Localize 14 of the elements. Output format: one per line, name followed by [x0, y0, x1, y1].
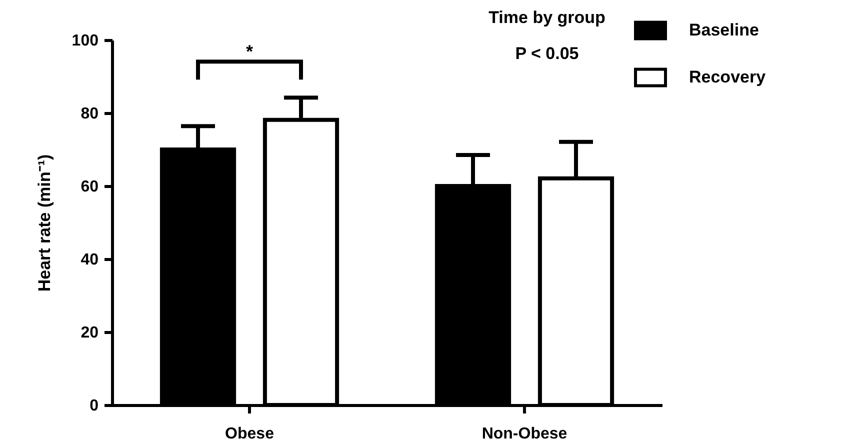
y-tick-label: 100 [72, 32, 99, 50]
legend-label: Recovery [689, 68, 766, 86]
y-tick-label: 60 [80, 178, 99, 196]
annotation: * [246, 42, 254, 62]
y-tick-label: 80 [80, 106, 99, 122]
y-tick-label: 0 [90, 398, 99, 414]
y-tick-label: 20 [80, 324, 99, 342]
y-tick-label: 40 [80, 252, 99, 268]
y-axis-title: Heart rate (min⁻¹) [34, 154, 54, 292]
x-tick-label: Non-Obese [482, 426, 568, 442]
text: Time by group [488, 8, 606, 27]
x-tick-label: Obese [225, 426, 274, 442]
legend-label: Baseline [689, 20, 759, 40]
annotation: P < 0.05 [515, 44, 579, 63]
